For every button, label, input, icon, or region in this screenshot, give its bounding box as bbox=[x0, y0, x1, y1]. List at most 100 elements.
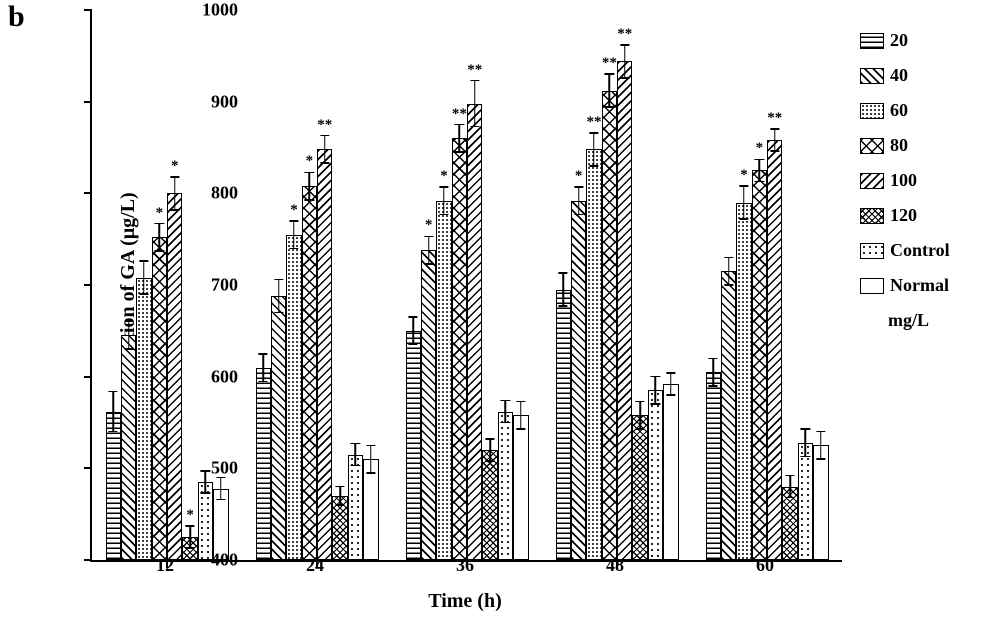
error-cap bbox=[155, 250, 164, 252]
significance-marker: * bbox=[575, 168, 583, 185]
error-cap bbox=[455, 151, 464, 153]
error-bar bbox=[728, 258, 730, 286]
error-cap bbox=[409, 316, 418, 318]
legend-label: Control bbox=[890, 240, 950, 261]
bar bbox=[648, 390, 663, 560]
bar bbox=[167, 193, 182, 560]
error-bar bbox=[578, 187, 580, 215]
bar bbox=[798, 443, 813, 560]
error-bar bbox=[428, 236, 430, 264]
error-cap bbox=[605, 106, 614, 108]
bar bbox=[721, 271, 736, 560]
error-bar bbox=[789, 476, 791, 498]
bar bbox=[767, 140, 782, 560]
legend-swatch bbox=[860, 138, 884, 154]
error-cap bbox=[755, 159, 764, 161]
y-tick-label: 800 bbox=[211, 183, 238, 204]
error-cap bbox=[724, 257, 733, 259]
error-cap bbox=[589, 132, 598, 134]
error-cap bbox=[320, 135, 329, 137]
panel-letter: b bbox=[8, 0, 25, 34]
legend-swatch bbox=[860, 103, 884, 119]
error-cap bbox=[124, 321, 133, 323]
error-bar bbox=[505, 401, 507, 423]
bar bbox=[813, 445, 828, 560]
bar bbox=[663, 384, 678, 560]
significance-marker: * bbox=[425, 217, 433, 234]
error-bar bbox=[520, 401, 522, 429]
bar bbox=[421, 250, 436, 560]
error-cap bbox=[216, 499, 225, 501]
error-cap bbox=[801, 456, 810, 458]
error-cap bbox=[320, 162, 329, 164]
error-cap bbox=[709, 358, 718, 360]
x-tick-label: 48 bbox=[606, 555, 624, 576]
error-cap bbox=[424, 236, 433, 238]
error-bar bbox=[128, 322, 130, 350]
error-cap bbox=[109, 431, 118, 433]
bar bbox=[617, 61, 632, 560]
significance-marker: * bbox=[306, 153, 314, 170]
x-axis-title: Time (h) bbox=[90, 590, 840, 613]
error-bar bbox=[459, 125, 461, 153]
error-bar bbox=[624, 45, 626, 78]
bar bbox=[602, 91, 617, 560]
error-cap bbox=[501, 400, 510, 402]
bar bbox=[348, 455, 363, 560]
error-bar bbox=[205, 471, 207, 493]
error-cap bbox=[559, 272, 568, 274]
legend: 20406080100120ControlNormalmg/L bbox=[860, 30, 950, 331]
bar bbox=[736, 203, 751, 561]
error-cap bbox=[470, 126, 479, 128]
bar bbox=[286, 235, 301, 560]
significance-marker: * bbox=[186, 507, 194, 524]
y-tick-label: 500 bbox=[211, 458, 238, 479]
error-cap bbox=[335, 486, 344, 488]
legend-label: 20 bbox=[890, 30, 908, 51]
legend-label: Normal bbox=[890, 275, 949, 296]
error-bar bbox=[339, 487, 341, 505]
error-cap bbox=[185, 547, 194, 549]
significance-marker: * bbox=[440, 168, 448, 185]
error-bar bbox=[743, 186, 745, 219]
error-cap bbox=[651, 376, 660, 378]
error-bar bbox=[262, 354, 264, 382]
error-cap bbox=[739, 185, 748, 187]
error-cap bbox=[559, 305, 568, 307]
error-cap bbox=[139, 293, 148, 295]
error-cap bbox=[501, 422, 510, 424]
legend-item: 80 bbox=[860, 135, 950, 156]
error-bar bbox=[639, 401, 641, 429]
significance-marker: ** bbox=[467, 62, 482, 79]
legend-label: 120 bbox=[890, 205, 917, 226]
error-cap bbox=[170, 176, 179, 178]
error-cap bbox=[366, 472, 375, 474]
significance-marker: * bbox=[290, 202, 298, 219]
significance-marker: * bbox=[156, 205, 164, 222]
error-cap bbox=[455, 124, 464, 126]
error-cap bbox=[485, 460, 494, 462]
bar bbox=[586, 149, 601, 560]
error-cap bbox=[201, 470, 210, 472]
significance-marker: ** bbox=[317, 117, 332, 134]
error-cap bbox=[305, 172, 314, 174]
error-bar bbox=[278, 280, 280, 313]
error-bar bbox=[112, 391, 114, 431]
y-tick bbox=[84, 467, 92, 469]
error-cap bbox=[485, 438, 494, 440]
error-cap bbox=[259, 381, 268, 383]
y-tick bbox=[84, 192, 92, 194]
y-tick bbox=[84, 559, 92, 561]
error-cap bbox=[155, 223, 164, 225]
error-cap bbox=[470, 80, 479, 82]
error-cap bbox=[770, 128, 779, 130]
significance-marker: ** bbox=[452, 106, 467, 123]
bar bbox=[136, 278, 151, 560]
bar bbox=[406, 331, 421, 560]
error-bar bbox=[712, 358, 714, 386]
legend-swatch bbox=[860, 278, 884, 294]
significance-marker: ** bbox=[767, 110, 782, 127]
bar bbox=[436, 201, 451, 560]
legend-item: Control bbox=[860, 240, 950, 261]
bar bbox=[752, 170, 767, 560]
